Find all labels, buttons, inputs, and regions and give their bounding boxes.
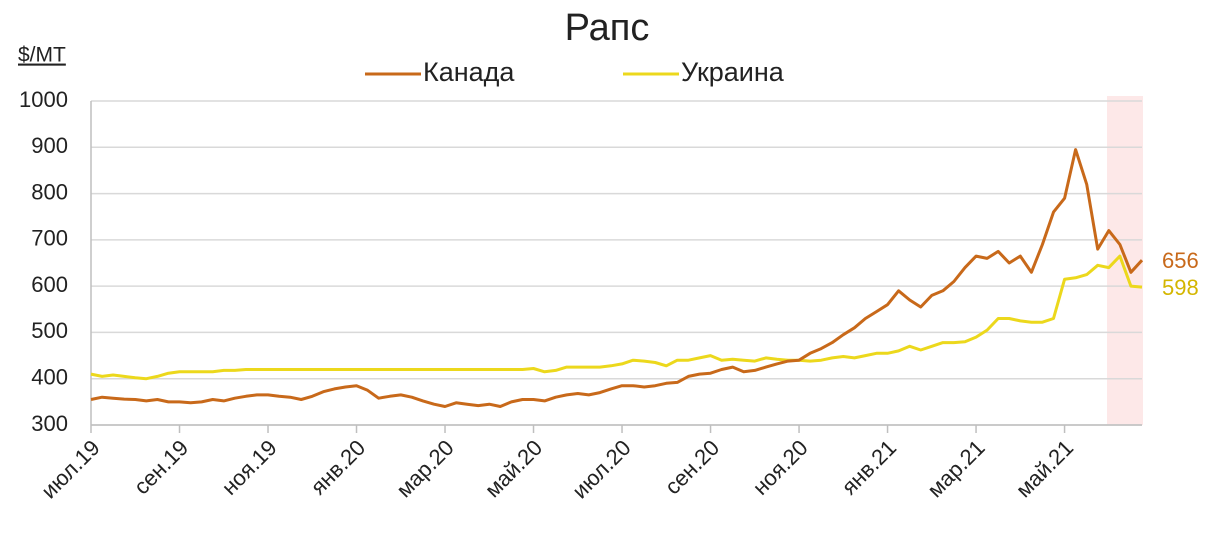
y-axis-label: $/МТ: [18, 44, 66, 67]
legend-label: Канада: [423, 57, 515, 87]
y-tick-label: 300: [31, 411, 68, 436]
x-tick-label: ноя.20: [748, 435, 813, 500]
x-tick-label: июл.19: [36, 435, 104, 503]
x-tick-label: мар.21: [922, 435, 989, 502]
y-tick-label: 1000: [19, 87, 68, 112]
x-tick-label: янв.21: [837, 435, 902, 500]
x-tick-label: май.21: [1011, 435, 1078, 502]
y-tick-label: 400: [31, 365, 68, 390]
chart-title: Рапс: [565, 7, 650, 49]
legend-label: Украина: [681, 57, 785, 87]
y-tick-label: 600: [31, 272, 68, 297]
x-tick-label: сен.19: [129, 435, 193, 499]
y-tick-label: 900: [31, 133, 68, 158]
x-tick-label: ноя.19: [217, 435, 282, 500]
series-line: [90, 148, 1144, 408]
end-value-label: 656: [1162, 248, 1199, 273]
x-tick-label: янв.20: [306, 435, 371, 500]
y-tick-label: 800: [31, 179, 68, 204]
y-tick-label: 700: [31, 226, 68, 251]
x-tick-label: мар.20: [391, 435, 458, 502]
y-tick-label: 500: [31, 318, 68, 343]
end-value-label: 598: [1162, 275, 1199, 300]
x-tick-label: июл.20: [567, 435, 635, 503]
x-tick-label: май.20: [480, 435, 547, 502]
legend: Канада Украина: [365, 57, 785, 87]
x-tick-label: сен.20: [660, 435, 724, 499]
series-line: [90, 254, 1143, 381]
